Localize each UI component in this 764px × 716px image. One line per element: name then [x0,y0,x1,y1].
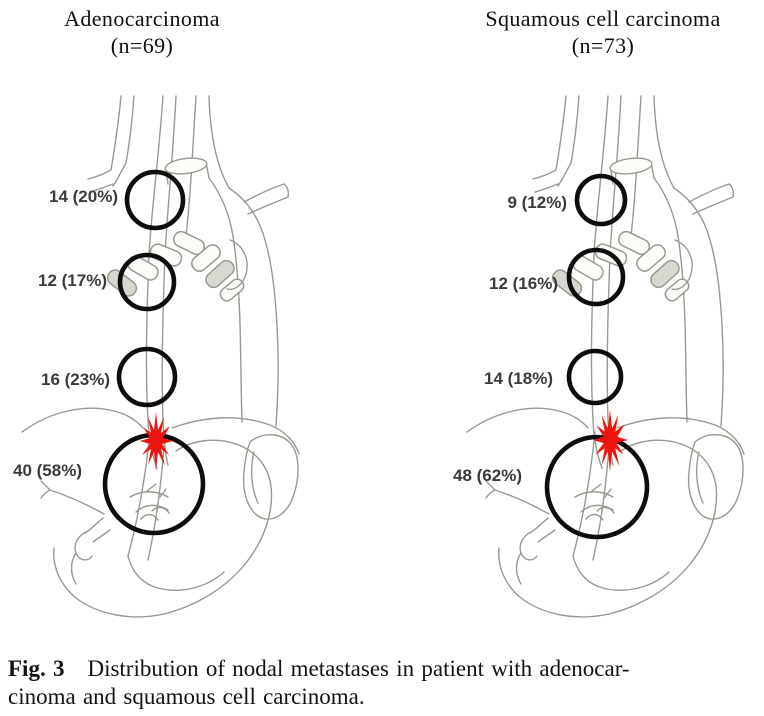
node-circle [544,434,650,540]
caption-line-2: cinoma and squamous cell carcinoma. [8,684,365,709]
panel-title-adenocarcinoma: Adenocarcinoma (n=69) [2,5,282,59]
node-count-label: 9 (12%) [507,193,567,212]
node-circle [566,348,624,406]
node-circle [566,247,626,307]
panel-n-count: (n=69) [110,33,174,58]
node-count-label: 40 (58%) [13,461,82,480]
node-circle [124,169,186,231]
panel-title-text: Adenocarcinoma [64,6,220,31]
panel-title-text: Squamous cell carcinoma [485,6,721,31]
node-count-label: 16 (23%) [41,370,110,389]
node-count-label: 48 (62%) [453,466,522,485]
caption-line-1: Fig. 3 Distribution of nodal metastases i… [8,655,760,683]
node-count-label: 12 (16%) [489,274,558,293]
node-circle [117,252,177,312]
tumor-burst-icon [593,409,628,472]
node-count-label: 12 (17%) [38,271,107,290]
node-circle [574,173,628,227]
panel-title-squamous: Squamous cell carcinoma (n=73) [463,5,743,59]
panel-n-count: (n=73) [571,33,635,58]
figure-number: Fig. 3 [8,656,65,681]
node-count-label: 14 (20%) [49,187,118,206]
node-circle [116,346,178,408]
node-count-label: 14 (18%) [484,369,553,388]
caption-text: Distribution of nodal metastases in pati… [87,656,630,681]
anatomy-figure-svg [21,95,745,618]
figure-caption: Fig. 3 Distribution of nodal metastases i… [8,655,760,711]
